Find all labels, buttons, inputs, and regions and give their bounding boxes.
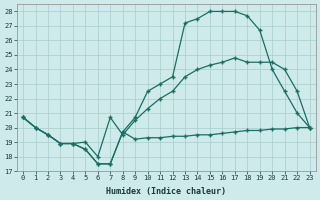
X-axis label: Humidex (Indice chaleur): Humidex (Indice chaleur): [106, 187, 226, 196]
